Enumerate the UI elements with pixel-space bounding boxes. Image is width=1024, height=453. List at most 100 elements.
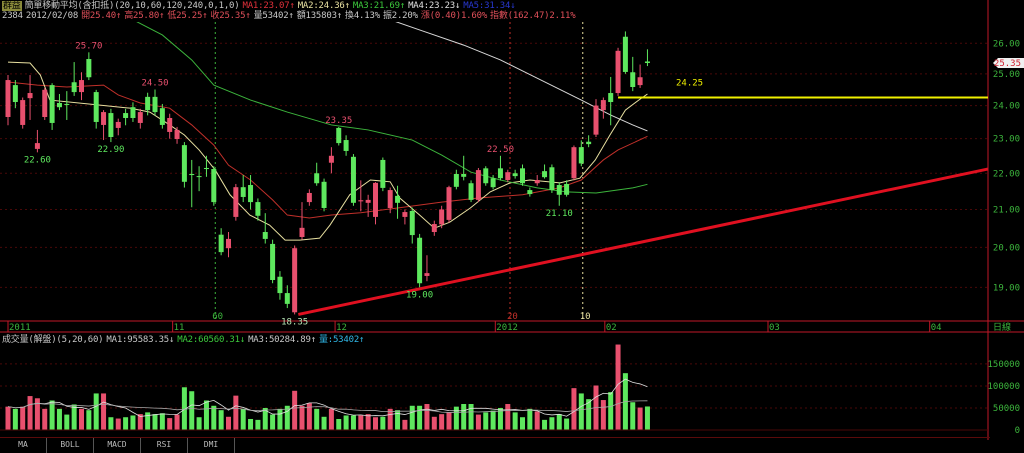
volume-bar	[578, 393, 584, 430]
candle-body	[130, 107, 136, 118]
candle-body	[549, 167, 555, 191]
candle-body	[306, 192, 312, 203]
volume-bar	[373, 417, 378, 430]
volume-bar	[270, 414, 276, 430]
candle-body	[512, 173, 518, 177]
candle-body	[49, 85, 55, 123]
volume-bar	[181, 387, 187, 430]
candle-body	[174, 129, 180, 140]
price-annotation: 18.35	[281, 317, 308, 327]
price-annotation: 22.90	[97, 145, 124, 155]
volume-bar	[350, 415, 356, 430]
candle-body	[123, 113, 129, 118]
volume-bar	[644, 406, 650, 430]
ma3-value: MA3:21.69↑	[352, 1, 406, 11]
volume-bar	[56, 408, 62, 430]
candle-body	[365, 199, 371, 203]
candle-body	[608, 93, 614, 103]
candle-body	[593, 105, 599, 135]
volume-bar	[152, 414, 158, 430]
volume-bar	[328, 408, 334, 430]
high-price: 高25.80↑	[124, 11, 165, 21]
volume-bar	[527, 408, 533, 430]
deduction-marker-label: 60	[212, 312, 223, 322]
volume-bar	[483, 412, 489, 430]
volume-bar	[79, 408, 84, 430]
volume-tick-label: 100000	[987, 382, 1020, 392]
candle-body	[358, 200, 364, 202]
candle-body	[542, 171, 548, 178]
candle-body	[145, 96, 151, 111]
volume-title: 成交量(解盤)(5,20,60)	[2, 335, 104, 345]
volume-bar	[262, 407, 268, 430]
tab-dmi[interactable]: DMI	[188, 438, 235, 453]
volume-bar	[431, 416, 437, 430]
candle-body	[64, 103, 70, 105]
candle-body	[622, 36, 628, 72]
volume-bar	[123, 417, 129, 430]
candle-body	[12, 85, 18, 103]
candle-body	[203, 167, 209, 170]
candle-body	[5, 80, 11, 118]
vol-ma2: MA2:60560.31↓	[177, 335, 246, 345]
volume-bar	[93, 393, 99, 430]
candle-body	[417, 237, 423, 284]
tab-ma[interactable]: MA	[0, 438, 47, 453]
candle-body	[461, 173, 467, 177]
volume-bar	[255, 419, 261, 430]
candle-body	[101, 112, 107, 125]
period-label: 日線	[993, 321, 1011, 333]
volume-value: 量53402↑	[253, 11, 294, 21]
price-tick-label: 26.00	[993, 39, 1020, 49]
volume-tick-label: 0	[1015, 426, 1020, 436]
volume-bar	[64, 414, 70, 430]
ma-line-ma3	[136, 22, 648, 194]
candle-body	[586, 141, 592, 145]
volume-bar	[586, 399, 592, 430]
amount-value: 額135803↑	[296, 11, 343, 21]
volume-bar	[299, 405, 305, 430]
candle-body	[336, 127, 342, 144]
price-tick-label: 19.00	[993, 283, 1020, 293]
price-tick-label: 23.00	[993, 135, 1020, 145]
candle-body	[490, 178, 496, 188]
indicator-header: 群益 簡單移動平均(含扣抵)(20,10,60,120,240,0,1,0) MA1…	[2, 1, 518, 11]
candle-body	[255, 202, 261, 216]
volume-bar	[284, 405, 290, 430]
volume-bar	[556, 414, 562, 430]
tab-boll[interactable]: BOLL	[47, 438, 94, 453]
volume-bar	[196, 417, 202, 430]
turnover-value: 換4.13%	[345, 11, 380, 21]
price-annotation: 21.10	[546, 209, 573, 219]
broker-tag: 群益	[2, 1, 22, 11]
candle-body	[534, 180, 540, 184]
low-price: 低25.25↑	[167, 11, 208, 21]
candle-body	[600, 100, 606, 111]
support-line-label: 24.25	[676, 79, 703, 89]
candle-body	[27, 93, 33, 99]
candle-body	[211, 169, 217, 203]
candle-body	[115, 121, 121, 128]
candle-body	[387, 190, 393, 208]
candle-body	[395, 195, 401, 203]
volume-bar	[12, 408, 18, 430]
price-tick-label: 21.00	[993, 205, 1020, 215]
quote-header: 2384 2012/02/08 開25.40↑ 高25.80↑ 低25.25↑ 收25.3…	[2, 11, 579, 21]
candle-body	[71, 82, 77, 93]
volume-tick-label: 150000	[987, 360, 1020, 370]
tab-rsi[interactable]: RSI	[141, 438, 188, 453]
candle-body	[615, 50, 621, 94]
ma-line-ma4	[395, 22, 648, 132]
candle-body	[468, 183, 474, 200]
price-tick-label: 24.00	[993, 102, 1020, 112]
volume-tick-label: 50000	[993, 404, 1020, 414]
tab-macd[interactable]: MACD	[94, 438, 141, 453]
volume-bar	[20, 406, 26, 430]
candle-body	[277, 276, 283, 294]
index-value: 指數(162.47)2.11%	[490, 11, 576, 21]
candle-body	[520, 168, 525, 184]
ma-line-ma2	[7, 61, 648, 241]
candle-body	[137, 112, 143, 123]
volume-bar	[115, 418, 121, 430]
